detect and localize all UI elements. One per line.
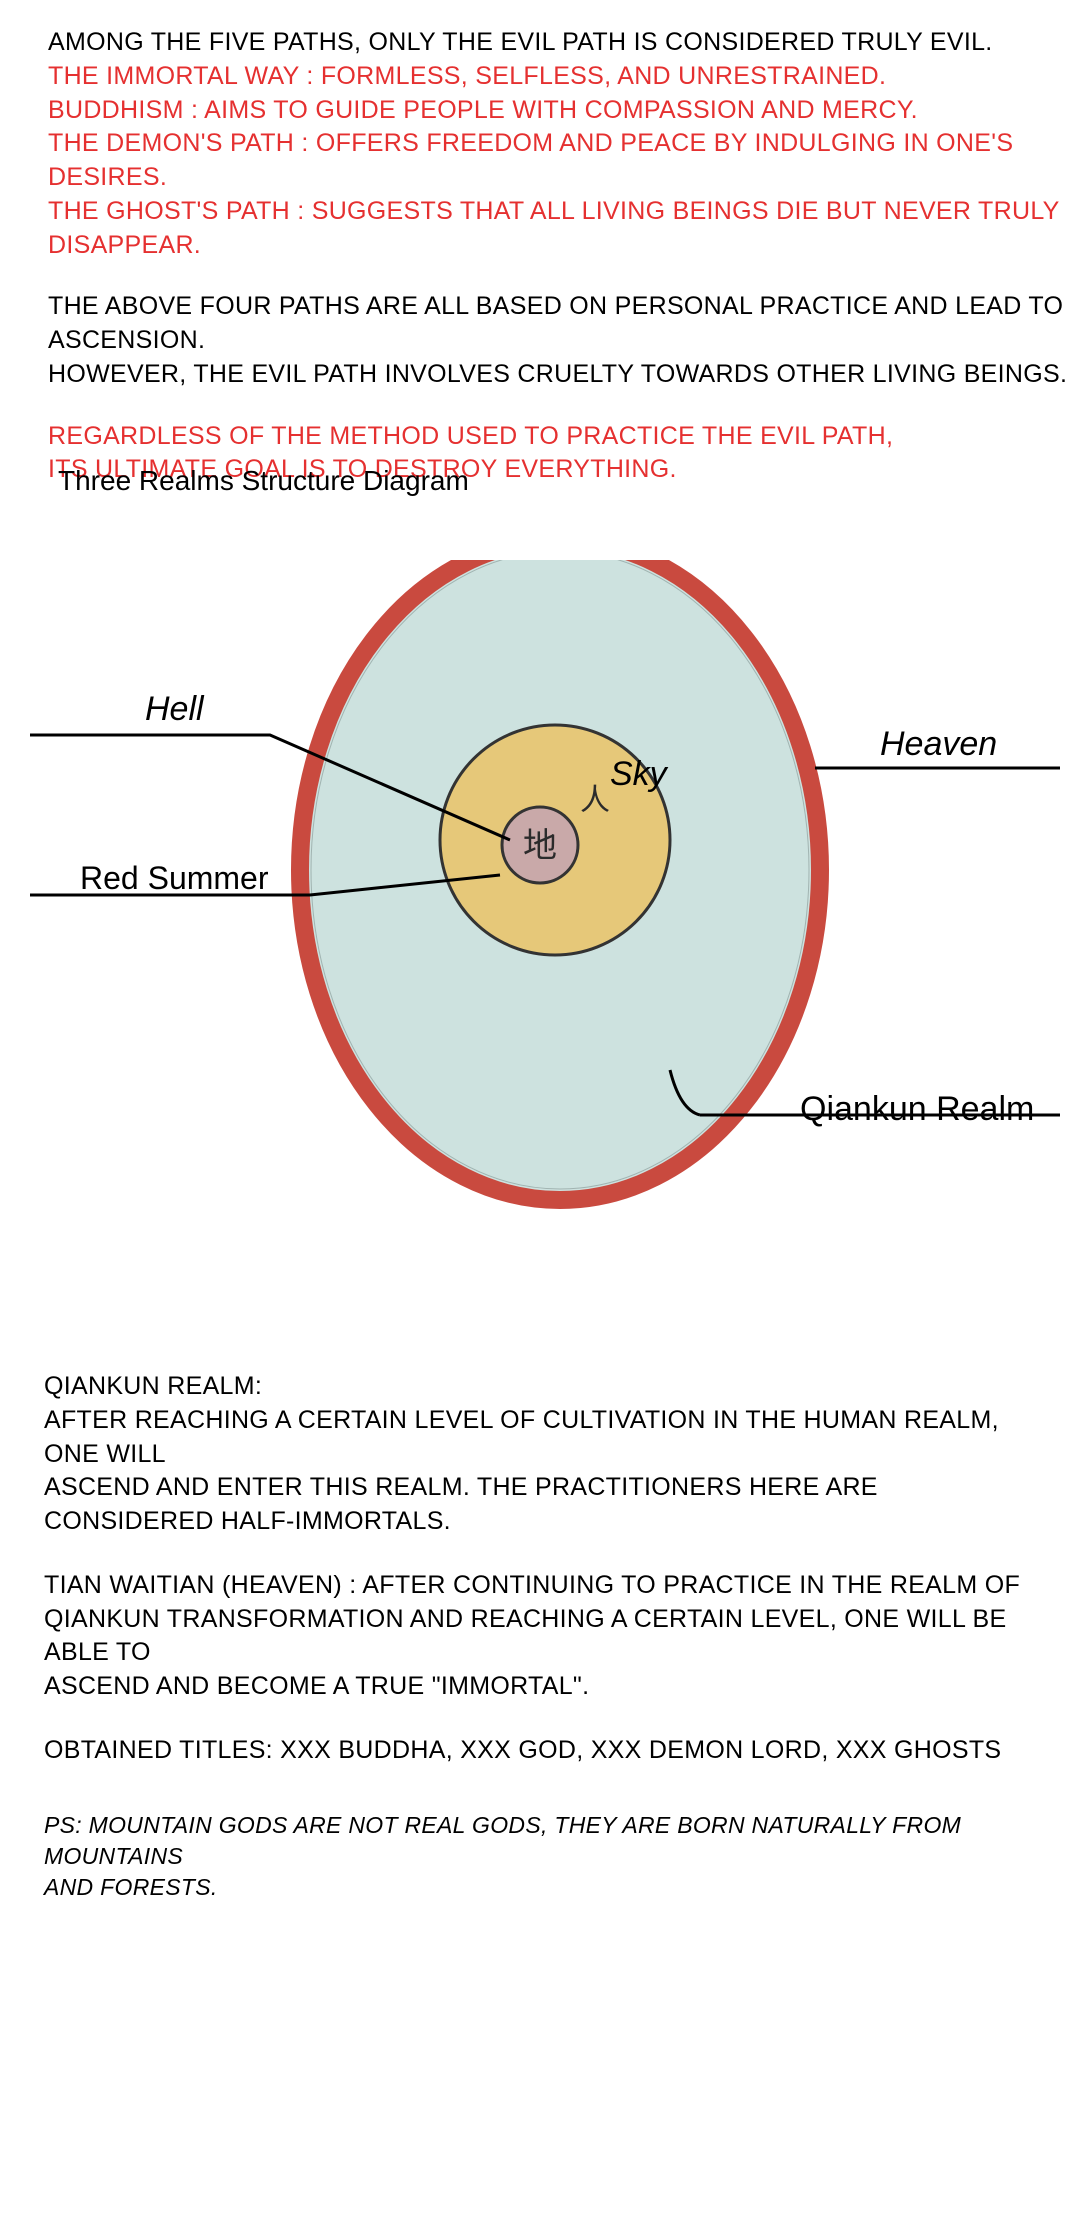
top-line-6: THE ABOVE FOUR PATHS ARE ALL BASED ON PE…: [48, 290, 1080, 358]
bottom-block1c: ASCEND AND ENTER THIS REALM. THE PRACTIT…: [44, 1471, 1044, 1539]
bottom-block3: OBTAINED TITLES: XXX BUDDHA, XXX GOD, XX…: [44, 1734, 1044, 1768]
bottom-ps1: PS: MOUNTAIN GODS ARE NOT REAL GODS, THE…: [44, 1810, 1044, 1872]
bottom-block2a: TIAN WAITIAN (HEAVEN) : AFTER CONTINUING…: [44, 1569, 1044, 1603]
label-qiankun: Qiankun Realm: [800, 1090, 1034, 1129]
top-line-3: BUDDHISM : AIMS TO GUIDE PEOPLE WITH COM…: [48, 94, 1080, 128]
bottom-text-block: QIANKUN REALM: AFTER REACHING A CERTAIN …: [44, 1370, 1044, 1903]
top-line-2: THE IMMORTAL WAY : FORMLESS, SELFLESS, A…: [48, 60, 1080, 94]
ren-char: 人: [580, 784, 610, 817]
top-line-4: THE DEMON'S PATH : OFFERS FREEDOM AND PE…: [48, 127, 1080, 195]
bottom-block2b: QIANKUN TRANSFORMATION AND REACHING A CE…: [44, 1603, 1044, 1671]
label-red-summer: Red Summer: [80, 860, 269, 897]
bottom-ps2: AND FORESTS.: [44, 1872, 1044, 1903]
diagram-title: Three Realms Structure Diagram: [58, 465, 469, 497]
label-heaven: Heaven: [880, 725, 997, 764]
inner-char: 地: [523, 827, 557, 865]
top-line-8: REGARDLESS OF THE METHOD USED TO PRACTIC…: [48, 420, 1080, 454]
bottom-block1a: QIANKUN REALM:: [44, 1370, 1044, 1404]
top-text-block: AMONG THE FIVE PATHS, ONLY THE EVIL PATH…: [48, 26, 1080, 487]
bottom-block1b: AFTER REACHING A CERTAIN LEVEL OF CULTIV…: [44, 1404, 1044, 1472]
top-line-7: HOWEVER, THE EVIL PATH INVOLVES CRUELTY …: [48, 358, 1080, 392]
bottom-block2c: ASCEND AND BECOME A TRUE "IMMORTAL".: [44, 1670, 1044, 1704]
label-hell: Hell: [145, 690, 204, 729]
top-line-1: AMONG THE FIVE PATHS, ONLY THE EVIL PATH…: [48, 26, 1080, 60]
top-line-5: THE GHOST'S PATH : SUGGESTS THAT ALL LIV…: [48, 195, 1080, 263]
label-sky: Sky: [610, 755, 667, 794]
three-realms-diagram: 地 人 Hell Red Summer Sky Heaven Qiankun R…: [0, 560, 1080, 1220]
